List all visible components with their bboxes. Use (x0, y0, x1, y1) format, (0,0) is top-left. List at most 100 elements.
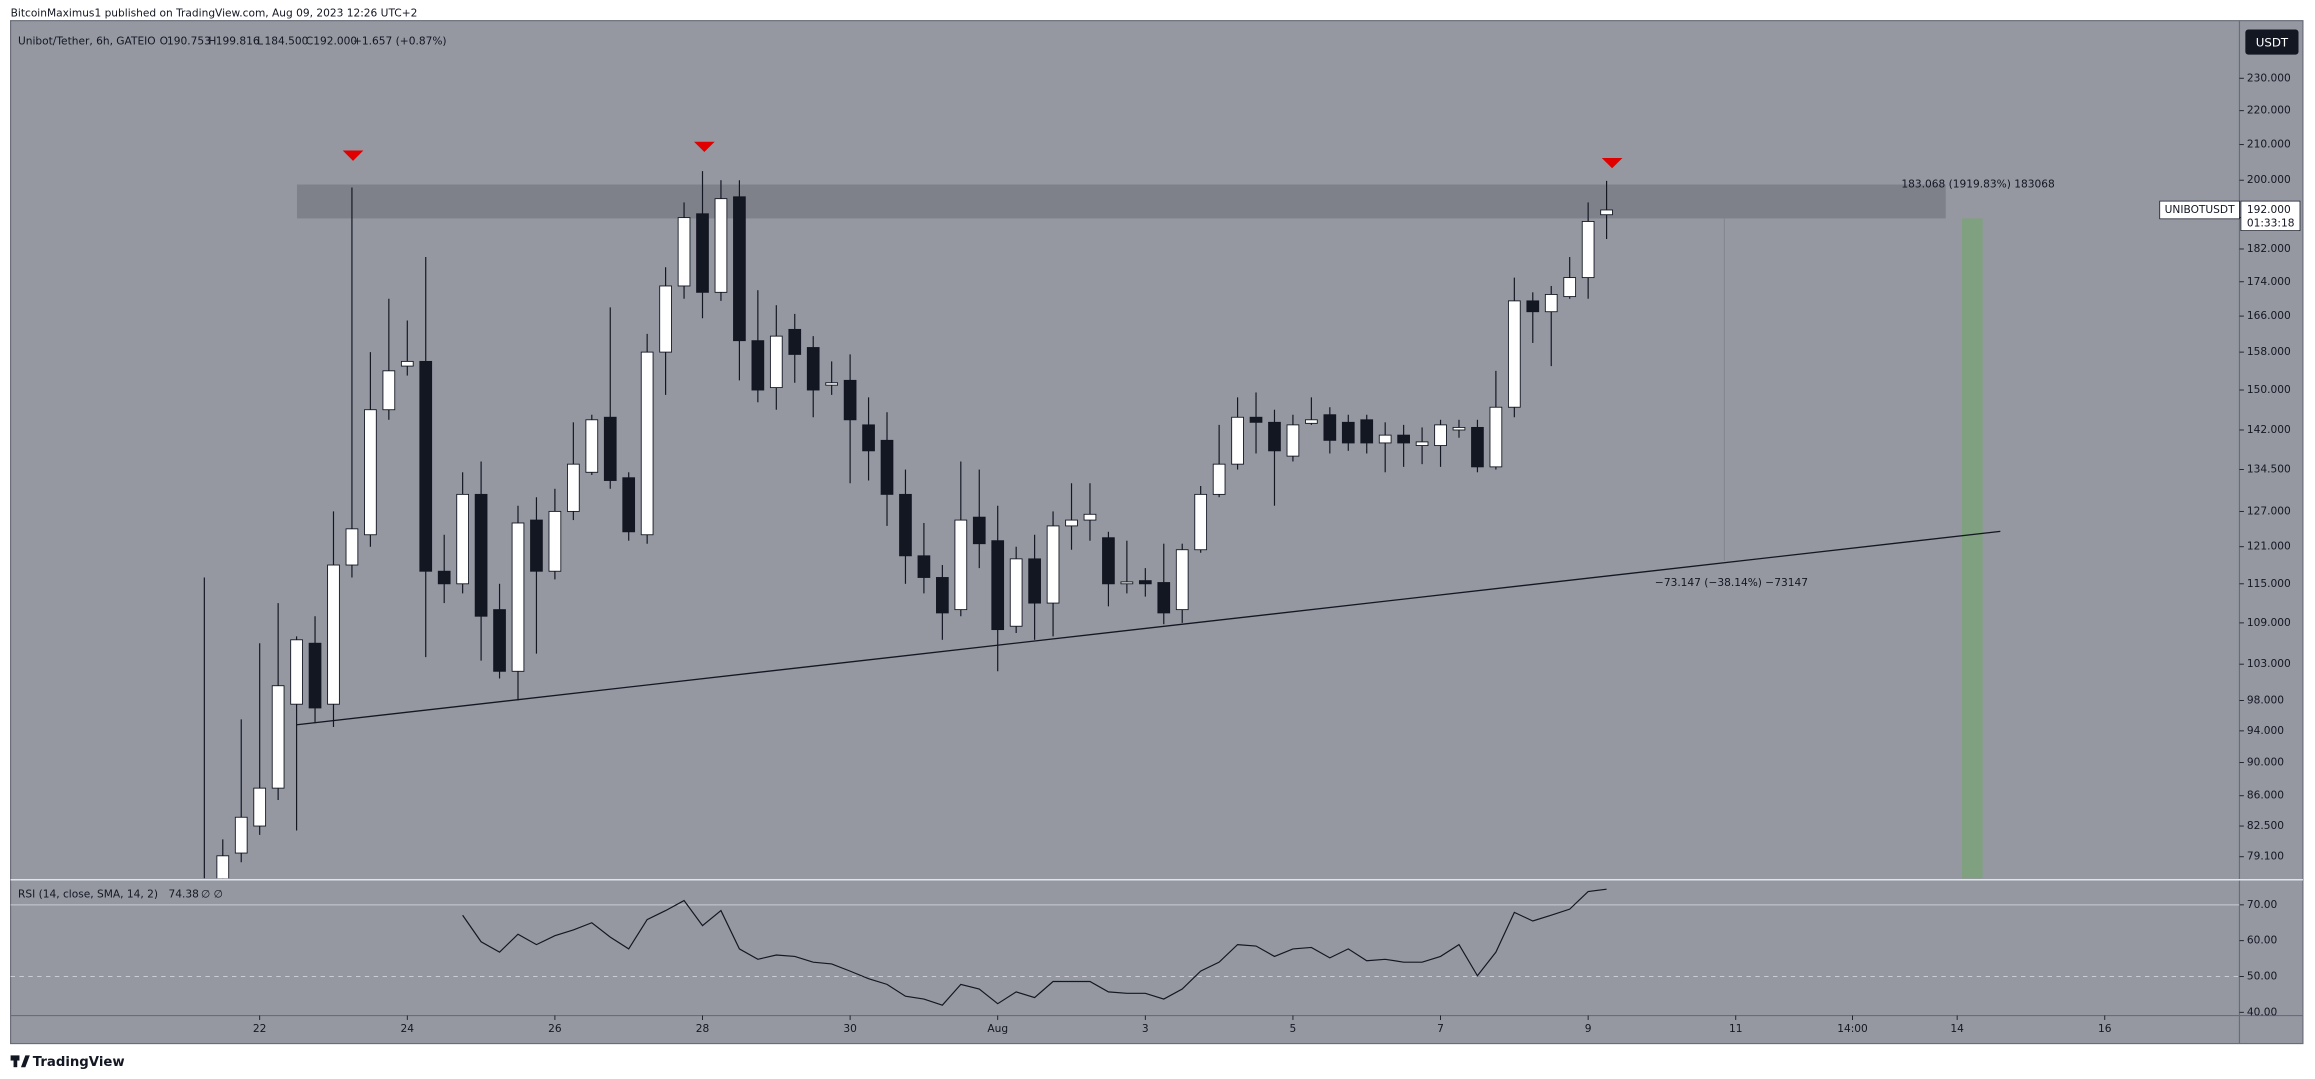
candle-body (1526, 300, 1540, 313)
annotation: 183.068 (1919.83%) 183068 (1901, 178, 2055, 191)
candle-body (493, 609, 506, 672)
candle-body (345, 528, 359, 566)
candle-body (1138, 580, 1152, 585)
candle-body (1046, 525, 1060, 604)
top-marker (1601, 157, 1623, 169)
candle-body (327, 564, 340, 705)
candle-body (1102, 537, 1115, 585)
candle-body (1249, 416, 1263, 423)
candle-body (1360, 419, 1374, 444)
candle-body (530, 519, 543, 572)
candle-body (733, 196, 746, 342)
candles (203, 171, 1613, 879)
candle-body (234, 816, 248, 854)
candle-body (1415, 441, 1429, 447)
candle-body (364, 409, 377, 536)
x-tick-label: 26 (548, 1022, 562, 1035)
candle-body (456, 493, 469, 585)
candle-body (677, 217, 691, 287)
currency-button[interactable] (2245, 29, 2299, 55)
candle-body (1157, 582, 1171, 614)
rsi-title: RSI (14, close, SMA, 14, 2) (18, 887, 158, 900)
y-tick-label: 150.000 (2247, 383, 2291, 396)
y-tick-label: 94.000 (2247, 724, 2284, 737)
price-label: 192.000 (2247, 203, 2291, 216)
publisher: BitcoinMaximus1 published on TradingView… (11, 6, 418, 19)
candle-body (1563, 277, 1577, 298)
candle-body (567, 463, 580, 512)
y-tick-label: 210.000 (2247, 138, 2291, 151)
candle-body (1489, 406, 1503, 468)
candle-body (659, 285, 672, 353)
y-tick-label: 86.000 (2247, 789, 2284, 802)
x-tick-label: 9 (1585, 1022, 1592, 1035)
candle-body (1120, 581, 1134, 585)
y-tick-label: 79.100 (2247, 850, 2284, 863)
rsi-pane (10, 888, 2240, 1006)
y-tick-label: 174.000 (2247, 275, 2291, 288)
candle-body (290, 639, 303, 705)
candle-body (936, 577, 949, 614)
candle-body (400, 360, 414, 367)
candle-body (1452, 426, 1466, 431)
candle-body (972, 516, 986, 545)
candle-body (1065, 519, 1078, 527)
ohlc-key: O (160, 34, 168, 47)
candle-body (216, 855, 230, 879)
symbol-label: UNIBOTUSDT (2165, 203, 2235, 216)
y-tick-label: 98.000 (2247, 693, 2284, 706)
logo-shape (20, 1055, 30, 1068)
candle-body (474, 493, 488, 617)
rsi-tick-label: 40.00 (2247, 1005, 2278, 1018)
x-tick-label: 24 (401, 1022, 415, 1035)
y-tick-label: 127.000 (2247, 504, 2291, 517)
candle-body (806, 347, 820, 391)
y-tick-label: 142.000 (2247, 423, 2291, 436)
candle-body (1083, 513, 1097, 521)
trend-line (296, 530, 2001, 726)
rsi-line (462, 888, 1607, 1006)
chart-title: Unibot/Tether, 6h, GATEIO (18, 34, 156, 47)
top-marker (342, 150, 364, 161)
candle-body (696, 213, 709, 293)
candle-body (1231, 416, 1244, 465)
candle-body (954, 519, 968, 611)
candle-body (1471, 426, 1484, 468)
candle-body (880, 439, 894, 495)
currency[interactable]: USDT (2256, 35, 2289, 49)
candle-body (843, 379, 857, 421)
x-tick-label: 28 (696, 1022, 710, 1035)
candle-body (1397, 434, 1410, 444)
y-tick-label: 220.000 (2247, 104, 2291, 117)
candle-body (1507, 300, 1521, 408)
candle-body (862, 424, 875, 452)
candle-body (1581, 221, 1595, 279)
y-tick-label: 182.000 (2247, 242, 2291, 255)
y-tick-label: 134.500 (2247, 463, 2291, 476)
axes: 230.000220.000210.000200.000190.000182.0… (253, 71, 2301, 1035)
countdown: 01:33:18 (2247, 216, 2295, 229)
candle-body (751, 340, 765, 391)
candle-body (603, 416, 617, 481)
candle-body (622, 477, 636, 533)
footer: TradingView (33, 1055, 125, 1070)
ohlc-key: L (257, 34, 263, 47)
x-tick-label: 5 (1290, 1022, 1297, 1035)
candle-body (1009, 558, 1023, 627)
x-tick-label: 14 (1950, 1022, 1964, 1035)
candle-body (1378, 434, 1392, 444)
y-tick-label: 90.000 (2247, 756, 2284, 769)
candle-body (1434, 424, 1447, 447)
ohlc-value: 190.753 (167, 34, 211, 47)
candle-body (382, 370, 396, 411)
y-tick-label: 121.000 (2247, 540, 2291, 553)
x-tick-label: 3 (1142, 1022, 1149, 1035)
candle-body (511, 522, 525, 672)
resistance-zone (296, 184, 1946, 219)
candle-body (437, 570, 451, 585)
rsi-extra: ∅ ∅ (201, 887, 223, 900)
candle-body (1212, 463, 1226, 495)
